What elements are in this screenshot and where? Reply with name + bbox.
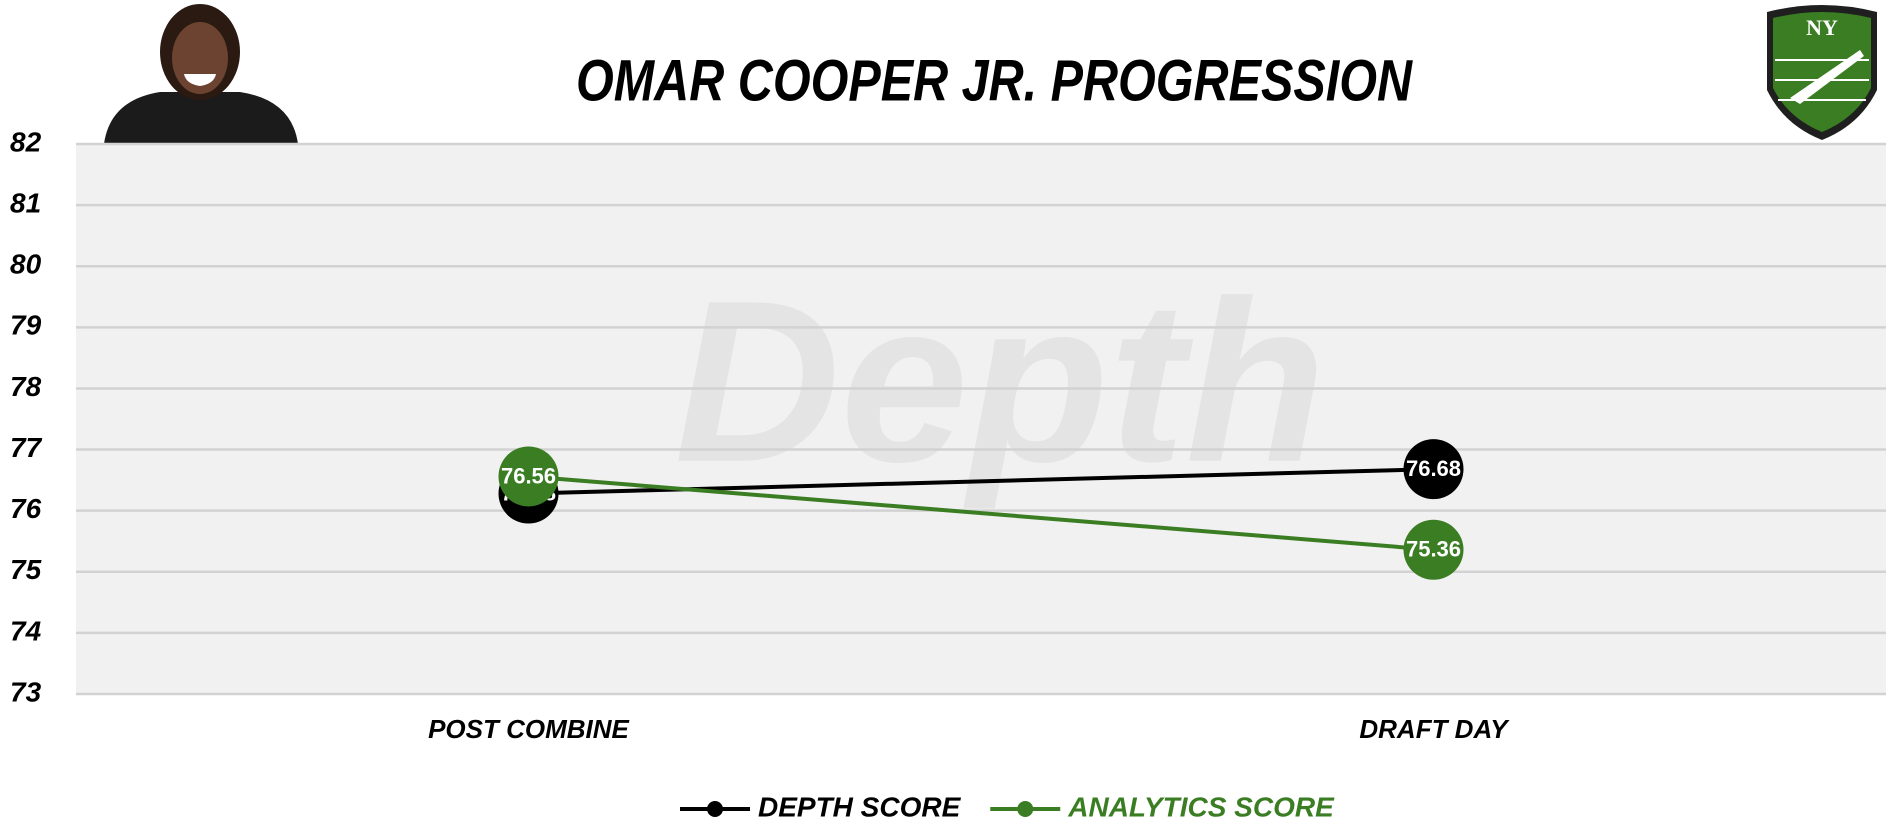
plot-area (76, 144, 1886, 694)
data-label: 76.68 (1406, 456, 1461, 481)
player-photo (104, 4, 298, 144)
data-label: 76.56 (501, 463, 556, 488)
y-tick-label: 77 (10, 432, 43, 463)
data-label: 75.36 (1406, 537, 1461, 562)
data-point (498, 446, 559, 507)
data-point (1403, 439, 1464, 500)
y-tick-label: 80 (10, 249, 42, 280)
data-point (1403, 519, 1464, 580)
series-line (528, 474, 1434, 552)
y-tick-label: 79 (10, 310, 42, 341)
legend-marker (707, 801, 723, 817)
legend-marker (1017, 801, 1034, 817)
y-tick-label: 75 (10, 554, 42, 585)
team-logo: NY (1767, 5, 1877, 140)
y-tick-label: 73 (10, 676, 42, 707)
logo-text: NY (1806, 15, 1838, 40)
x-tick-label: DRAFT DAY (1359, 714, 1510, 744)
legend-label: DEPTH SCORE (758, 791, 962, 822)
chart-title: OMAR COOPER JR. PROGRESSION (576, 48, 1413, 113)
x-tick-label: POST COMBINE (428, 714, 629, 744)
y-tick-label: 76 (10, 493, 42, 524)
watermark: Depth (674, 253, 1326, 510)
y-tick-label: 81 (10, 188, 41, 219)
y-tick-label: 78 (10, 371, 42, 402)
legend-label: ANALYTICS SCORE (1067, 791, 1335, 822)
y-tick-label: 82 (10, 126, 42, 157)
y-tick-label: 74 (10, 615, 42, 646)
